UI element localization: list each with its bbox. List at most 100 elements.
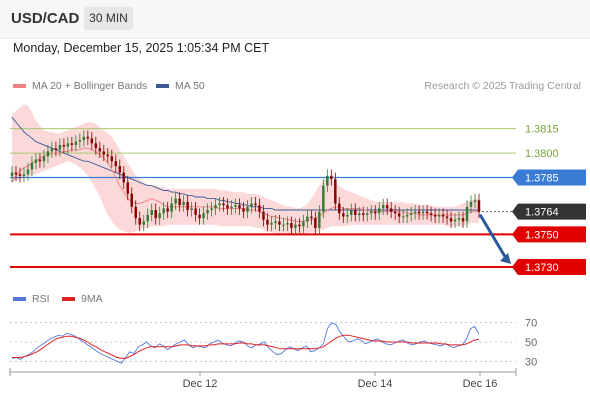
resistance-label: 1.3800 [525,148,559,160]
candle-body [425,211,429,214]
candle-body [54,148,58,150]
pivot-price-tag-label: 1.3785 [525,172,559,184]
candle-body [34,159,38,163]
candle-body [342,213,345,217]
candle-body [22,174,26,176]
rsi-panel: 70 50 30 [10,318,537,368]
candle-body [182,201,185,206]
candle-body [30,162,34,170]
candle-body [190,208,193,211]
candle-body [138,218,141,225]
candle-body [254,203,257,206]
candle-body [186,201,189,211]
candle-body [70,143,74,145]
candle-body [110,156,114,162]
ma50-swatch [156,84,169,88]
candle-body [429,213,433,215]
candle-body [226,205,229,209]
candle-body [78,140,82,142]
candle-body [393,211,397,214]
candle-body [377,208,381,214]
candle-body [322,185,325,212]
rsi-ma-line [12,334,480,359]
candle-body [42,156,46,162]
current-price-tag [512,203,586,220]
support-price-tag [512,226,586,243]
candle-body [294,224,297,228]
candle-body [441,214,445,217]
candle-body [413,211,417,214]
candle-body [38,159,42,162]
candle-body [302,221,305,227]
candle-body [262,211,265,220]
candle-body [10,172,14,176]
candle-body [465,206,469,222]
candle-body [477,200,481,212]
candle-body [134,206,137,219]
candle-body [362,213,365,215]
candle-body [286,223,289,225]
candle-body [397,213,401,217]
x-tick-label: Dec 16 [463,378,498,390]
copyright-text: Research © 2025 Trading Central [424,80,581,92]
rsi-label: RSI [32,293,50,305]
candle-body [74,141,78,145]
timeframe-button[interactable]: 30 MIN [84,7,133,30]
candle-body [250,203,253,207]
candle-body [290,223,293,228]
candle-body [26,169,30,175]
candle-body [102,151,106,155]
candle-body [453,219,457,222]
x-tick-label: Dec 12 [183,378,218,390]
candle-body [154,210,157,219]
bollinger-band [12,104,479,235]
legend-rsi: RSI [13,293,50,305]
candle-body [86,136,90,139]
candle-body [449,218,453,222]
candle-body [170,203,173,212]
candle-body [18,174,22,176]
candle-body [258,205,261,212]
candle-body [14,172,18,175]
candle-body [405,214,409,217]
ma50-line [11,117,479,211]
candle-body [421,211,425,214]
candle-body [346,214,349,217]
candle-body [142,221,145,225]
candle-body [385,205,389,209]
candle-body [106,154,110,157]
candle-body [118,166,121,173]
candle-body [330,175,333,180]
candle-body [242,208,245,212]
candle-body [417,211,421,214]
forecast-arrow-shaft [478,213,509,261]
ma20-swatch [13,84,26,88]
candle-body [234,205,237,207]
candle-body [310,216,313,219]
candle-body [46,151,50,157]
candle-body [146,214,149,222]
candle-body [166,208,169,212]
candle-body [130,193,133,207]
legend-ma50: MA 50 [156,80,205,92]
candle-body [366,213,369,215]
candle-body [274,221,277,224]
current-price-tag-label: 1.3764 [525,207,559,219]
candle-body [50,148,54,152]
candle-body [278,221,281,225]
candle-body [314,218,317,228]
candle-body [437,214,441,217]
candle-body [469,201,473,207]
x-axis: Dec 12 Dec 14 Dec 16 [9,368,517,390]
x-tick-label: Dec 14 [358,378,393,390]
candle-body [270,223,273,225]
candle-body [238,205,241,209]
candle-body [389,208,393,212]
levels-layer [10,128,516,268]
candle-body [66,143,70,147]
candle-body [338,203,341,214]
candle-body [230,206,233,209]
candle-body [473,200,477,202]
candle-body [306,216,309,222]
